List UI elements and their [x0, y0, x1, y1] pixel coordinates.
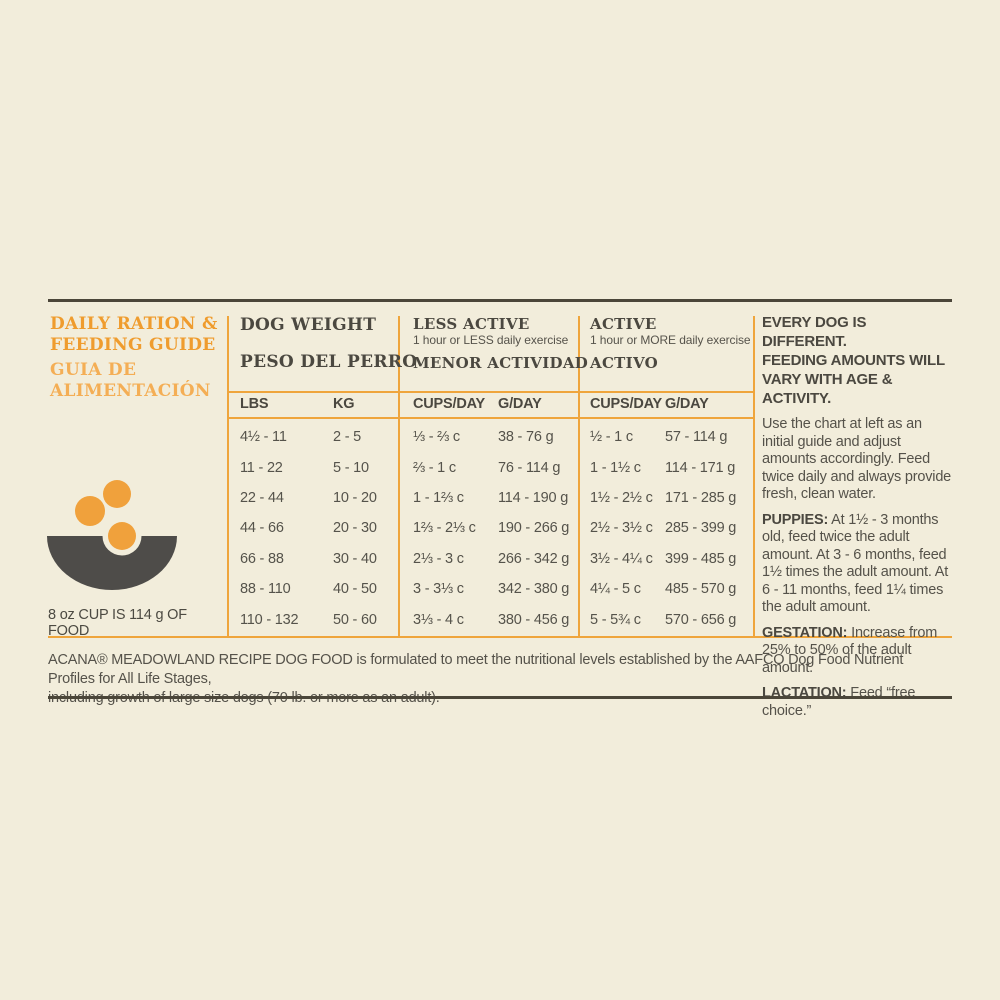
weight-kg: 40 - 50 — [333, 581, 377, 598]
weight-kg: 10 - 20 — [333, 489, 377, 506]
weight-lbs: 44 - 66 — [240, 520, 284, 537]
less-active-cups: 1 - 1⅔ c — [413, 489, 464, 506]
table-row: 44 - 66 20 - 30 1⅔ - 2⅓ c 190 - 266 g 2½… — [227, 513, 753, 543]
table-bottom-rule — [48, 636, 952, 638]
active-cups: 3½ - 4¼ c — [590, 550, 653, 567]
table-row: 4½ - 11 2 - 5 ⅓ - ⅔ c 38 - 76 g ½ - 1 c … — [227, 422, 753, 452]
active-grams: 399 - 485 g — [665, 550, 737, 567]
active-subtitle: 1 hour or MORE daily exercise — [590, 333, 751, 347]
puppies-label: PUPPIES: — [762, 511, 829, 528]
divider-weight-lessactive — [398, 316, 400, 637]
table-row: 110 - 132 50 - 60 3⅓ - 4 c 380 - 456 g 5… — [227, 604, 753, 634]
active-cups: 1½ - 2½ c — [590, 489, 653, 506]
col-header-lessactive-cups: CUPS/DAY — [413, 396, 485, 412]
weight-kg: 50 - 60 — [333, 611, 377, 628]
cup-measure-note: 8 oz CUP IS 114 g OF FOOD — [48, 607, 187, 639]
less-active-grams: 380 - 456 g — [498, 611, 570, 628]
less-active-cups: 1⅔ - 2⅓ c — [413, 520, 476, 537]
table-row: 88 - 110 40 - 50 3 - 3⅓ c 342 - 380 g 4¼… — [227, 574, 753, 604]
active-grams: 57 - 114 g — [665, 429, 728, 446]
feeding-table-body: 4½ - 11 2 - 5 ⅓ - ⅔ c 38 - 76 g ½ - 1 c … — [227, 422, 753, 635]
active-grams: 485 - 570 g — [665, 581, 737, 598]
less-active-cups: ⅓ - ⅔ c — [413, 429, 460, 446]
weight-lbs: 88 - 110 — [240, 581, 291, 598]
dog-bowl-icon — [47, 478, 177, 593]
info-intro: Use the chart at left as an initial guid… — [762, 416, 952, 502]
active-cups: 4¼ - 5 c — [590, 581, 641, 598]
subtitle-line-1: GUIA DE — [50, 360, 137, 380]
subtitle-line-2: ALIMENTACIÓN — [50, 381, 211, 401]
aafco-statement-line-1: ACANA® MEADOWLAND RECIPE DOG FOOD is for… — [48, 652, 904, 687]
col-header-active-cups: CUPS/DAY — [590, 396, 662, 412]
divider-active-info — [753, 316, 755, 637]
less-active-grams: 266 - 342 g — [498, 550, 570, 567]
active-cups: ½ - 1 c — [590, 429, 633, 446]
less-active-cups: 3⅓ - 4 c — [413, 611, 464, 628]
col-header-kg: KG — [333, 396, 355, 412]
less-active-header-es: MENOR ACTIVIDAD — [413, 354, 589, 372]
less-active-grams: 38 - 76 g — [498, 429, 554, 446]
gestation-paragraph: GESTATION: Increase from 25% to 50% of t… — [762, 625, 954, 678]
less-active-header-en: LESS ACTIVE — [413, 315, 530, 333]
bottom-rule — [48, 696, 952, 699]
info-heading: EVERY DOG IS DIFFERENT. FEEDING AMOUNTS … — [762, 313, 954, 408]
weight-lbs: 4½ - 11 — [240, 429, 287, 446]
info-heading-line-3: VARY WITH AGE & ACTIVITY. — [762, 371, 893, 407]
less-active-grams: 114 - 190 g — [498, 489, 569, 506]
active-header-en: ACTIVE — [590, 315, 657, 333]
col-header-lessactive-grams: G/DAY — [498, 396, 542, 412]
less-active-cups: ⅔ - 1 c — [413, 459, 456, 476]
active-grams: 171 - 285 g — [665, 489, 737, 506]
weight-lbs: 11 - 22 — [240, 459, 283, 476]
active-grams: 285 - 399 g — [665, 520, 737, 537]
weight-lbs: 22 - 44 — [240, 489, 284, 506]
table-row: 22 - 44 10 - 20 1 - 1⅔ c 114 - 190 g 1½ … — [227, 483, 753, 513]
gestation-label: GESTATION: — [762, 624, 848, 641]
weight-kg: 2 - 5 — [333, 429, 362, 446]
guia-alimentacion-subtitle: GUIA DE ALIMENTACIÓN — [50, 360, 211, 402]
less-active-grams: 76 - 114 g — [498, 459, 561, 476]
active-cups: 2½ - 3½ c — [590, 520, 653, 537]
puppies-paragraph: PUPPIES: At 1½ - 3 months old, feed twic… — [762, 512, 954, 617]
less-active-grams: 190 - 266 g — [498, 520, 570, 537]
header-rule-top — [227, 391, 755, 393]
less-active-cups: 2⅓ - 3 c — [413, 550, 464, 567]
info-heading-line-1: EVERY DOG IS DIFFERENT. — [762, 314, 867, 350]
column-header-row: LBS KG CUPS/DAY G/DAY CUPS/DAY G/DAY — [227, 396, 753, 412]
table-row: 11 - 22 5 - 10 ⅔ - 1 c 76 - 114 g 1 - 1½… — [227, 452, 753, 482]
weight-lbs: 110 - 132 — [240, 611, 299, 628]
active-grams: 570 - 656 g — [665, 611, 737, 628]
col-header-active-grams: G/DAY — [665, 396, 709, 412]
puppies-text: At 1½ - 3 months old, feed twice the adu… — [762, 511, 949, 616]
weight-kg: 5 - 10 — [333, 459, 369, 476]
weight-kg: 20 - 30 — [333, 520, 377, 537]
top-rule — [48, 299, 952, 302]
info-panel: EVERY DOG IS DIFFERENT. FEEDING AMOUNTS … — [762, 313, 954, 720]
divider-lessactive-active — [578, 316, 580, 637]
less-active-grams: 342 - 380 g — [498, 581, 570, 598]
active-header-es: ACTIVO — [590, 354, 658, 372]
daily-ration-title: DAILY RATION & FEEDING GUIDE — [50, 314, 218, 356]
less-active-subtitle: 1 hour or LESS daily exercise — [413, 333, 569, 347]
weight-lbs: 66 - 88 — [240, 550, 284, 567]
dog-weight-header-es: PESO DEL PERRO — [240, 352, 418, 372]
aafco-statement: ACANA® MEADOWLAND RECIPE DOG FOOD is for… — [48, 651, 952, 708]
dog-weight-header-en: DOG WEIGHT — [240, 315, 377, 335]
title-line-2: FEEDING GUIDE — [50, 335, 216, 355]
header-rule-bottom — [227, 417, 755, 419]
info-heading-line-2: FEEDING AMOUNTS WILL — [762, 352, 945, 369]
divider-left — [227, 316, 229, 637]
active-cups: 5 - 5¾ c — [590, 611, 641, 628]
table-row: 66 - 88 30 - 40 2⅓ - 3 c 266 - 342 g 3½ … — [227, 544, 753, 574]
gestation-text: Increase from 25% to 50% of the adult am… — [762, 624, 938, 676]
active-grams: 114 - 171 g — [665, 459, 736, 476]
title-line-1: DAILY RATION & — [50, 314, 218, 334]
weight-kg: 30 - 40 — [333, 550, 377, 567]
active-cups: 1 - 1½ c — [590, 459, 641, 476]
less-active-cups: 3 - 3⅓ c — [413, 581, 464, 598]
col-header-lbs: LBS — [240, 396, 269, 412]
